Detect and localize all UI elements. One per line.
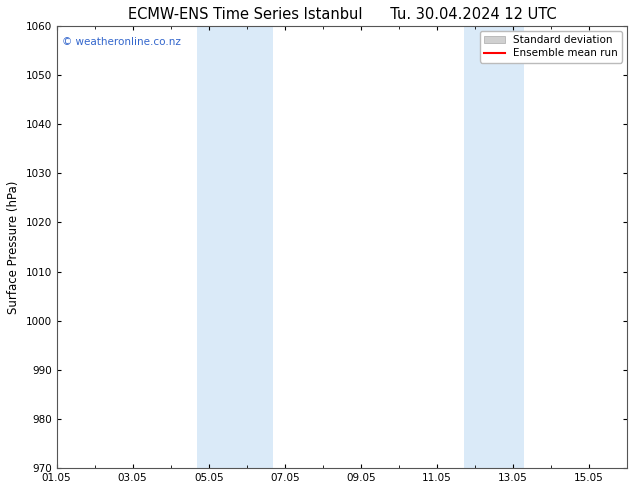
Bar	[197, 26, 273, 468]
Text: © weatheronline.co.nz: © weatheronline.co.nz	[62, 37, 181, 47]
Bar	[463, 26, 524, 468]
Legend: Standard deviation, Ensemble mean run: Standard deviation, Ensemble mean run	[479, 31, 622, 63]
Y-axis label: Surface Pressure (hPa): Surface Pressure (hPa)	[7, 180, 20, 314]
Title: ECMW-ENS Time Series Istanbul      Tu. 30.04.2024 12 UTC: ECMW-ENS Time Series Istanbul Tu. 30.04.…	[127, 7, 556, 22]
